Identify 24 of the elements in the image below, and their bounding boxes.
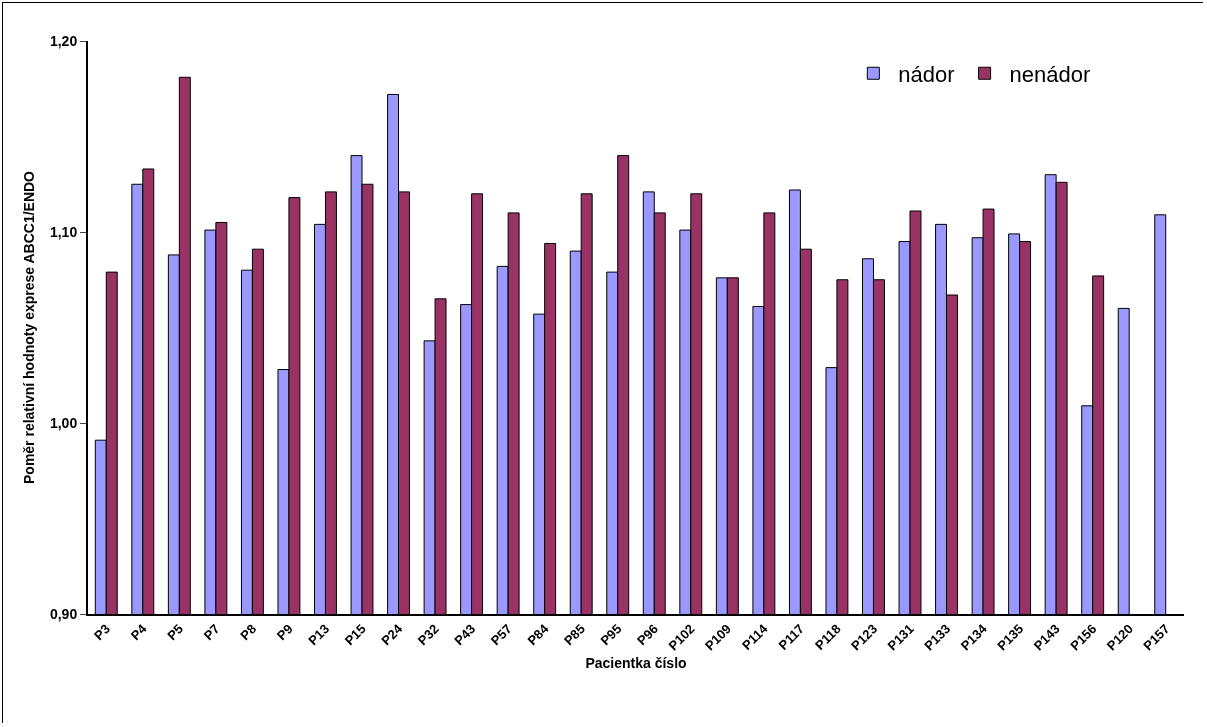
x-tick-label: P84 xyxy=(524,620,552,649)
y-tick-label: 1,20 xyxy=(49,32,78,49)
x-tick-label: P32 xyxy=(414,621,442,649)
x-tick-label: P5 xyxy=(164,621,187,644)
y-tick-label: 1,10 xyxy=(49,223,78,240)
x-tick-label: P85 xyxy=(560,621,588,649)
x-tick-label: P24 xyxy=(378,620,406,649)
x-tick-label: P4 xyxy=(127,620,151,644)
y-tick-label: 1,00 xyxy=(49,414,78,431)
x-tick-label: P13 xyxy=(305,621,333,649)
x-tick-label: P95 xyxy=(597,621,625,649)
x-tick-label: P7 xyxy=(200,621,223,644)
x-tick-label: P3 xyxy=(91,621,113,644)
y-tick-label: 0,90 xyxy=(49,605,78,622)
x-tick-label: P15 xyxy=(341,621,369,649)
legend-label: nádor xyxy=(898,61,955,87)
x-tick-label: P9 xyxy=(273,621,296,644)
x-axis-title: Pacientka číslo xyxy=(585,655,687,672)
x-tick-label: P57 xyxy=(487,621,515,649)
legend-label: nenádor xyxy=(1009,61,1091,87)
x-tick-label: P43 xyxy=(451,621,479,649)
x-tick-label: P8 xyxy=(237,621,260,644)
y-axis-title: Poměr relativní hodnoty exprese ABCC1/ENDO xyxy=(21,170,38,485)
x-tick-label: P96 xyxy=(634,621,661,649)
